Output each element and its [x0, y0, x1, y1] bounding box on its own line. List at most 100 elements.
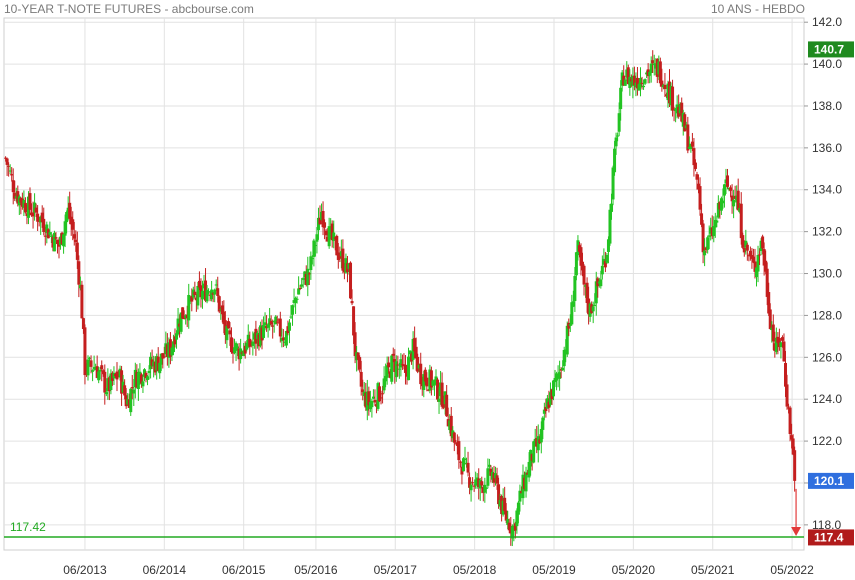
candle-body: [365, 391, 369, 411]
candle-body: [107, 377, 111, 392]
high-price-badge: [808, 41, 854, 58]
candle-body: [347, 263, 351, 269]
candle-body: [463, 458, 467, 460]
candle-body: [60, 232, 64, 245]
candle-body: [150, 359, 154, 366]
candle-body: [63, 221, 67, 236]
candle-body: [170, 347, 174, 356]
candle-body: [666, 83, 670, 101]
candle-body: [313, 245, 317, 247]
candle-body: [37, 216, 41, 222]
candle-body: [165, 344, 169, 357]
candle-body: [31, 212, 35, 217]
candle-body: [553, 377, 557, 383]
candle-body: [716, 202, 720, 218]
candle-body: [764, 260, 768, 272]
candle-body: [81, 318, 85, 329]
candle-body: [33, 202, 37, 213]
candle-body: [432, 380, 436, 385]
candle-body: [506, 519, 510, 525]
candle-body: [7, 165, 11, 167]
candle-body: [692, 148, 696, 166]
candle-body: [333, 237, 337, 239]
x-tick-label: 05/2021: [691, 563, 735, 577]
candle-body: [718, 202, 722, 210]
candle-body: [178, 323, 182, 327]
y-tick-label: 140.0: [812, 57, 842, 71]
candle-body: [139, 374, 143, 384]
candle-body: [167, 342, 171, 358]
candle-body: [341, 248, 345, 271]
candle-body: [381, 393, 385, 395]
candle-body: [123, 385, 127, 396]
candle-body: [530, 454, 534, 461]
candle-body: [478, 480, 482, 489]
x-tick-label: 05/2022: [770, 563, 814, 577]
candle-body: [55, 239, 59, 245]
candle-body: [197, 280, 201, 288]
candle-body: [304, 273, 308, 286]
candle-body: [109, 373, 113, 391]
candle-body: [45, 224, 49, 233]
candle-body: [614, 137, 618, 147]
candle-body: [300, 284, 304, 287]
candle-body: [338, 255, 342, 259]
candle-body: [349, 262, 353, 299]
candle-body: [529, 449, 533, 467]
candle-body: [713, 219, 717, 228]
candle-body: [34, 207, 38, 213]
candle-body: [294, 297, 298, 303]
candle-body: [382, 378, 386, 391]
candle-body: [552, 380, 556, 397]
low-price-badge: [808, 529, 854, 546]
candle-body: [391, 353, 395, 356]
candle-body: [500, 496, 504, 515]
candle-body: [675, 104, 679, 114]
candle-body: [567, 322, 571, 329]
candle-body: [213, 289, 217, 295]
candle-body: [690, 141, 694, 147]
candle-body: [405, 369, 409, 377]
candle-body: [686, 124, 690, 151]
chart-title: 10-YEAR T-NOTE FUTURES - abcbourse.com: [4, 2, 254, 16]
candle-body: [193, 291, 197, 296]
overlays: 117.42: [4, 488, 804, 538]
candle-body: [75, 242, 79, 260]
x-tick-label: 05/2020: [612, 563, 656, 577]
candle-body: [684, 125, 688, 129]
candle-body: [162, 356, 166, 358]
candle-body: [753, 261, 757, 272]
candle-body: [207, 291, 211, 293]
candle-body: [72, 234, 76, 239]
candle-body: [545, 398, 549, 409]
candle-body: [655, 58, 659, 77]
candle-body: [240, 352, 244, 354]
candle-body: [773, 343, 777, 352]
candle-body: [642, 85, 646, 88]
candle-body: [632, 75, 636, 86]
candle-body: [585, 282, 589, 303]
candle-body: [83, 327, 87, 376]
candle-body: [40, 212, 44, 222]
candle-body: [722, 184, 726, 196]
candle-body: [135, 371, 139, 388]
candle-body: [414, 346, 418, 359]
x-tick-label: 05/2019: [532, 563, 576, 577]
candle-body: [648, 71, 652, 76]
x-tick-label: 06/2014: [143, 563, 187, 577]
candle-body: [593, 304, 597, 307]
candle-body: [249, 342, 253, 346]
candle-body: [672, 108, 676, 110]
candle-body: [469, 484, 473, 491]
candle-body: [426, 389, 430, 391]
candle-body: [590, 304, 594, 313]
candle-body: [674, 108, 678, 112]
last-price-badge-label: 120.1: [814, 474, 844, 488]
candle-body: [324, 230, 328, 236]
candle-body: [498, 499, 502, 507]
candle-body: [275, 321, 279, 323]
candle-body: [168, 339, 172, 357]
candle-body: [355, 352, 359, 361]
candle-body: [243, 345, 247, 354]
